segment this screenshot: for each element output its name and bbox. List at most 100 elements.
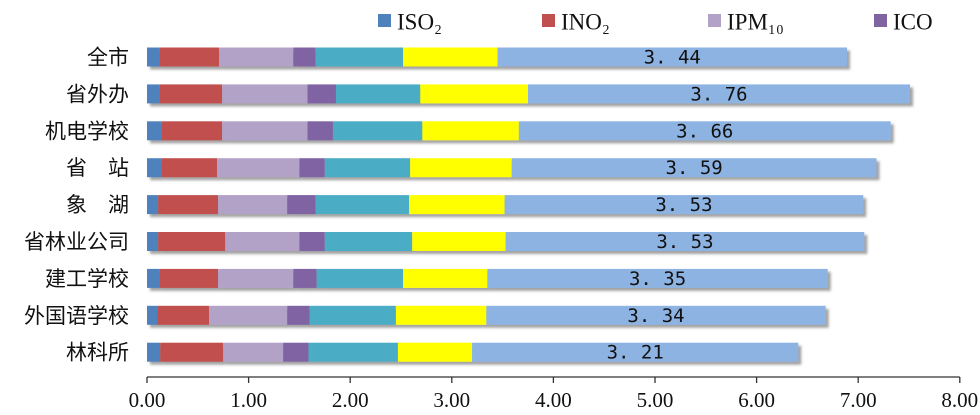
x-tick-label: 6.00	[738, 388, 775, 412]
bar-segment	[147, 268, 160, 288]
bar-segment	[222, 84, 308, 104]
bar-segment	[208, 305, 288, 325]
bar-segment	[147, 158, 162, 178]
bar-row	[147, 195, 864, 215]
bar-row	[147, 158, 877, 178]
data-label: 3. 59	[666, 157, 723, 179]
bar-segment	[472, 342, 799, 362]
x-tick-label: 2.00	[332, 388, 369, 412]
bar-segment	[299, 158, 325, 178]
data-label: 3. 35	[629, 268, 686, 290]
bar-segment	[159, 47, 220, 67]
legend-swatch	[708, 14, 721, 27]
plot-area	[147, 47, 911, 362]
bar-segment	[505, 232, 865, 251]
x-tick-label: 5.00	[637, 388, 674, 412]
bar-segment	[397, 342, 473, 362]
bar-row	[147, 305, 826, 325]
bar-segment	[219, 47, 294, 67]
bar-segment	[299, 232, 325, 251]
category-label: 省 站	[66, 156, 129, 180]
bar-segment	[497, 47, 848, 67]
legend-swatch	[874, 14, 887, 27]
bar-segment	[324, 158, 411, 178]
bar-segment	[159, 268, 219, 288]
bar-row	[147, 268, 828, 288]
bar-segment	[403, 268, 488, 288]
bar-segment	[332, 121, 423, 141]
bar-row	[147, 47, 848, 67]
category-label: 外国语学校	[24, 304, 129, 328]
bar-segment	[412, 232, 506, 251]
data-label: 3. 76	[690, 83, 747, 105]
bar-segment	[287, 195, 316, 215]
bar-segment	[161, 121, 223, 141]
data-label: 3. 53	[656, 231, 713, 253]
bar-segment	[147, 232, 159, 251]
legend-swatch	[378, 14, 391, 27]
bar-segment	[225, 232, 300, 251]
bar-segment	[160, 342, 224, 362]
bar-segment	[422, 121, 519, 141]
bar-segment	[223, 342, 284, 362]
x-axis: 0.00 1.00 2.00 3.00 4.00 5.00 6.00 7.00 8.00	[129, 376, 978, 412]
x-tick-label: 4.00	[535, 388, 572, 412]
data-label: 3. 44	[644, 47, 701, 69]
category-label: 机电学校	[45, 119, 129, 143]
bar-row	[147, 232, 865, 251]
bar-segment	[324, 232, 413, 251]
bar-segment	[147, 305, 158, 325]
bar-segment	[222, 121, 308, 141]
bar-segment	[315, 47, 404, 67]
bar-segment	[159, 84, 223, 104]
bar-segment	[335, 84, 421, 104]
bar-segment	[403, 47, 498, 67]
bar-segment	[218, 195, 288, 215]
bar-segment	[161, 158, 218, 178]
bar-segment	[158, 232, 226, 251]
bar-segment	[511, 158, 877, 178]
category-label: 省外办	[66, 82, 129, 106]
x-tick-label: 7.00	[840, 388, 877, 412]
bar-segment	[157, 305, 209, 325]
bar-segment	[147, 121, 162, 141]
data-label: 3. 66	[676, 120, 733, 142]
legend-label: ICO	[893, 10, 933, 35]
bar-segment	[147, 342, 161, 362]
legend: ISO₂ INO₂ IPM₁₀ ICO	[378, 10, 933, 35]
bar-row	[147, 121, 891, 141]
bar-segment	[283, 342, 309, 362]
x-tick-label: 8.00	[941, 388, 978, 412]
bar-segment	[409, 195, 505, 215]
bar-segment	[518, 121, 891, 141]
data-label: 3. 34	[627, 305, 684, 327]
bar-segment	[309, 305, 396, 325]
bar-segment	[218, 268, 294, 288]
bar-segment	[308, 342, 398, 362]
bar-segment	[487, 268, 828, 288]
bar-segment	[528, 84, 911, 104]
bar-segment	[158, 195, 219, 215]
bar-segment	[287, 305, 310, 325]
legend-label: INO₂	[561, 10, 610, 35]
bar-segment	[410, 158, 512, 178]
category-label: 全市	[87, 46, 129, 70]
bar-segment	[147, 195, 159, 215]
bar-segment	[293, 47, 316, 67]
bar-segment	[504, 195, 864, 215]
bar-segment	[307, 121, 333, 141]
bar-segment	[420, 84, 528, 104]
bar-segment	[486, 305, 826, 325]
data-labels: 3. 44 3. 76 3. 66 3. 59 3. 53 3. 53 3. 35 3. 34…	[607, 47, 748, 364]
legend-label: IPM₁₀	[727, 10, 784, 35]
category-label: 象 湖	[66, 193, 129, 217]
legend-label: ISO₂	[397, 10, 442, 35]
category-label: 建工学校	[45, 267, 129, 291]
category-label: 林科所	[66, 341, 129, 365]
x-tick-label: 3.00	[433, 388, 470, 412]
bar-segment	[217, 158, 300, 178]
bar-segment	[293, 268, 317, 288]
data-label: 3. 21	[607, 342, 664, 364]
